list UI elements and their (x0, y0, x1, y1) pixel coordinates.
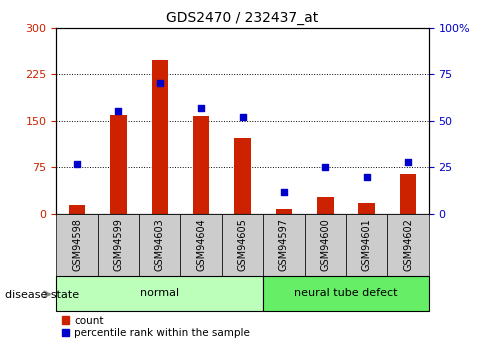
Point (280, 189, 288, 194)
Text: GSM94598: GSM94598 (72, 218, 82, 272)
FancyBboxPatch shape (222, 214, 263, 276)
Point (321, 165, 329, 170)
Point (73, 161, 81, 166)
Point (239, 114, 246, 120)
FancyBboxPatch shape (346, 214, 388, 276)
Text: GSM94603: GSM94603 (155, 219, 165, 271)
Bar (358, 203, 375, 214)
FancyBboxPatch shape (263, 214, 305, 276)
Text: GSM94597: GSM94597 (279, 218, 289, 272)
Text: GSM94600: GSM94600 (320, 219, 330, 271)
Text: GSM94599: GSM94599 (113, 218, 123, 272)
Text: neural tube defect: neural tube defect (294, 288, 398, 298)
Bar (110, 115, 127, 214)
Bar (234, 138, 251, 214)
FancyBboxPatch shape (56, 276, 263, 310)
FancyBboxPatch shape (388, 214, 429, 276)
Text: GSM94605: GSM94605 (238, 218, 247, 272)
FancyBboxPatch shape (180, 214, 222, 276)
Bar (317, 197, 334, 214)
FancyBboxPatch shape (98, 214, 139, 276)
Bar (193, 116, 209, 214)
Legend: count, percentile rank within the sample: count, percentile rank within the sample (62, 316, 250, 338)
Point (363, 174, 370, 179)
FancyBboxPatch shape (263, 276, 429, 310)
Title: GDS2470 / 232437_at: GDS2470 / 232437_at (167, 11, 318, 25)
Text: GSM94601: GSM94601 (362, 219, 372, 271)
Text: normal: normal (140, 288, 179, 298)
Bar (151, 60, 168, 214)
Bar (400, 174, 416, 214)
Point (115, 109, 122, 114)
Bar (276, 209, 292, 214)
Text: disease state: disease state (5, 290, 79, 300)
FancyBboxPatch shape (139, 214, 180, 276)
Text: GSM94602: GSM94602 (403, 218, 413, 272)
FancyBboxPatch shape (305, 214, 346, 276)
Point (156, 81, 164, 86)
Text: GSM94604: GSM94604 (196, 219, 206, 271)
Point (197, 105, 205, 110)
Point (404, 159, 412, 165)
FancyBboxPatch shape (56, 214, 98, 276)
Bar (69, 205, 85, 214)
